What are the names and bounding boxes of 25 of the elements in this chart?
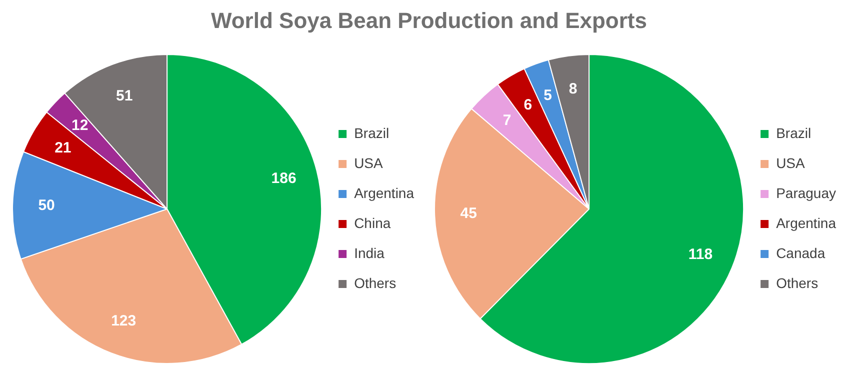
data-label: 21 [54, 139, 72, 156]
data-label: 50 [38, 197, 55, 214]
data-label: 118 [688, 246, 713, 264]
legend-label: Paraguay [776, 184, 836, 201]
data-label: 5 [544, 86, 552, 104]
data-label: 7 [502, 112, 512, 129]
legend-label: India [354, 244, 385, 261]
data-label: 123 [111, 312, 136, 330]
legend-label: Brazil [776, 124, 812, 141]
legend-label: Canada [776, 244, 826, 261]
data-label: 45 [460, 205, 477, 222]
legend-label: Brazil [354, 124, 390, 141]
legend-label: China [354, 214, 391, 231]
legend-label: Argentina [354, 184, 414, 201]
chart-title: World Soya Bean Production and Exports [210, 8, 648, 34]
legend-label: Others [354, 274, 396, 291]
data-label: 6 [524, 96, 532, 114]
data-label: 186 [271, 170, 296, 188]
legend-label: Others [776, 274, 818, 291]
data-label: 8 [568, 80, 578, 98]
data-label: 51 [116, 87, 133, 104]
legend-label: USA [354, 154, 384, 171]
legend-label: USA [776, 154, 806, 171]
legend-label: Argentina [776, 214, 836, 231]
data-label: 12 [72, 116, 88, 134]
